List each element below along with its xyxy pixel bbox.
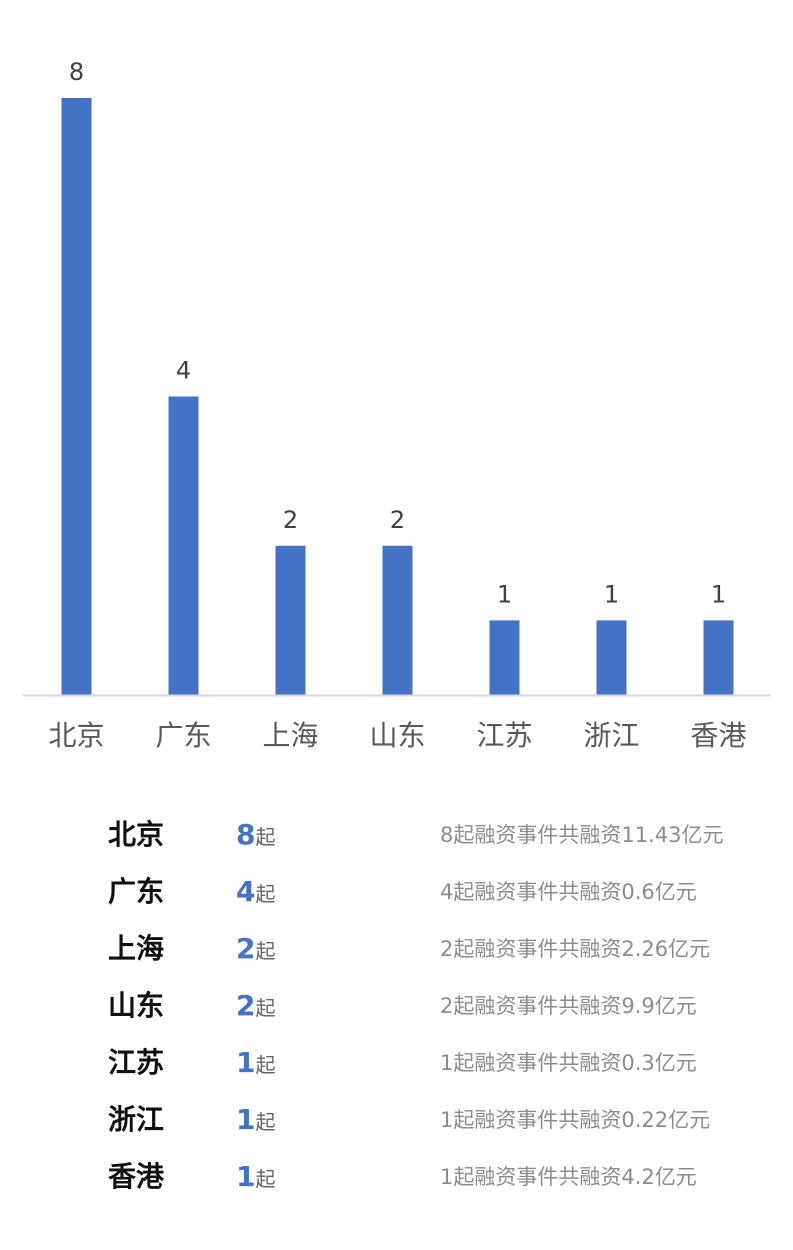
event-count: 2起 bbox=[236, 986, 275, 1030]
count-number: 1 bbox=[236, 1103, 256, 1136]
data-label: 8 bbox=[69, 58, 84, 86]
financing-description: 1起融资事件共融资0.22亿元 bbox=[440, 1108, 711, 1132]
bar bbox=[489, 620, 520, 695]
data-label: 2 bbox=[283, 506, 298, 534]
summary-row: 北京 8起 8起融资事件共融资11.43亿元 bbox=[0, 815, 793, 855]
event-count: 1起 bbox=[236, 1043, 275, 1087]
category-label: 北京 bbox=[48, 719, 104, 752]
region-name: 山东 bbox=[108, 989, 165, 1022]
bar bbox=[61, 98, 92, 695]
count-unit: 起 bbox=[255, 1110, 276, 1134]
financing-description: 4起融资事件共融资0.6亿元 bbox=[440, 880, 697, 904]
event-count: 1起 bbox=[236, 1100, 275, 1144]
summary-row: 广东 4起 4起融资事件共融资0.6亿元 bbox=[0, 872, 793, 912]
event-count: 1起 bbox=[236, 1157, 275, 1201]
region-name: 香港 bbox=[108, 1160, 165, 1193]
financing-description: 1起融资事件共融资4.2亿元 bbox=[440, 1165, 697, 1189]
summary-row: 香港 1起 1起融资事件共融资4.2亿元 bbox=[0, 1157, 793, 1197]
region-name: 广东 bbox=[108, 875, 165, 908]
data-label: 1 bbox=[604, 580, 619, 608]
category-label: 山东 bbox=[369, 719, 425, 752]
financing-description: 1起融资事件共融资0.3亿元 bbox=[440, 1051, 697, 1075]
count-unit: 起 bbox=[255, 939, 276, 963]
count-number: 8 bbox=[236, 818, 256, 851]
data-label: 2 bbox=[390, 506, 405, 534]
region-name: 北京 bbox=[108, 818, 165, 851]
event-count: 2起 bbox=[236, 929, 275, 973]
category-label: 浙江 bbox=[583, 719, 639, 752]
category-label: 香港 bbox=[690, 719, 746, 752]
category-label: 广东 bbox=[155, 719, 211, 752]
bar bbox=[703, 620, 734, 695]
count-unit: 起 bbox=[255, 825, 276, 849]
count-unit: 起 bbox=[255, 996, 276, 1020]
bar bbox=[168, 396, 199, 695]
financing-description: 8起融资事件共融资11.43亿元 bbox=[440, 823, 724, 847]
financing-description: 2起融资事件共融资2.26亿元 bbox=[440, 937, 711, 961]
financing-description: 2起融资事件共融资9.9亿元 bbox=[440, 994, 697, 1018]
data-label: 1 bbox=[711, 580, 726, 608]
category-label: 江苏 bbox=[476, 719, 532, 752]
count-number: 1 bbox=[236, 1160, 256, 1193]
bar-chart: 8 北京 4 广东 2 上海 2 山东 1 江苏 1 浙江 1 香港 bbox=[23, 58, 770, 752]
summary-row: 江苏 1起 1起融资事件共融资0.3亿元 bbox=[0, 1043, 793, 1083]
count-number: 2 bbox=[236, 989, 256, 1022]
event-count: 4起 bbox=[236, 872, 275, 916]
bar bbox=[275, 545, 306, 695]
count-unit: 起 bbox=[255, 882, 276, 906]
count-unit: 起 bbox=[255, 1167, 276, 1191]
count-number: 1 bbox=[236, 1046, 256, 1079]
summary-row: 山东 2起 2起融资事件共融资9.9亿元 bbox=[0, 986, 793, 1026]
data-label: 4 bbox=[176, 357, 191, 385]
category-label: 上海 bbox=[262, 719, 318, 752]
summary-row: 上海 2起 2起融资事件共融资2.26亿元 bbox=[0, 929, 793, 969]
count-number: 2 bbox=[236, 932, 256, 965]
region-name: 江苏 bbox=[108, 1046, 165, 1079]
data-label: 1 bbox=[497, 580, 512, 608]
summary-row: 浙江 1起 1起融资事件共融资0.22亿元 bbox=[0, 1100, 793, 1140]
region-name: 上海 bbox=[108, 932, 165, 965]
region-name: 浙江 bbox=[108, 1103, 165, 1136]
count-number: 4 bbox=[236, 875, 256, 908]
event-count: 8起 bbox=[236, 815, 275, 859]
count-unit: 起 bbox=[255, 1053, 276, 1077]
bar bbox=[596, 620, 627, 695]
bar bbox=[382, 545, 413, 695]
